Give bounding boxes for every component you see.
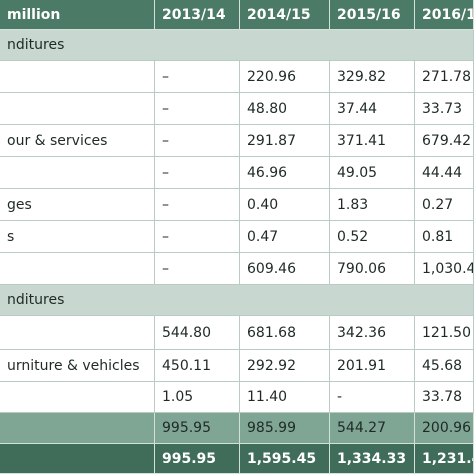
table-cell: - xyxy=(330,382,415,413)
table-cell: 49.05 xyxy=(330,157,415,189)
table-cell: 11.40 xyxy=(240,382,330,413)
table-cell: – xyxy=(155,157,240,189)
table-cell xyxy=(0,413,155,444)
table-cell: 121.50 xyxy=(415,316,474,350)
table-cell: 995.95 xyxy=(155,444,240,474)
table-cell: 220.96 xyxy=(240,61,330,93)
table-cell xyxy=(0,444,155,474)
table-cell: 46.96 xyxy=(240,157,330,189)
table-cell: ges xyxy=(0,189,155,221)
header-cell: 2015/16 xyxy=(330,0,415,30)
table-cell: 0.27 xyxy=(415,189,474,221)
table-cell: 37.44 xyxy=(330,93,415,125)
table-cell: 544.80 xyxy=(155,316,240,350)
table-cell: 200.96 xyxy=(415,413,474,444)
table-cell: – xyxy=(155,61,240,93)
table-cell: 329.82 xyxy=(330,61,415,93)
table-cell: our & services xyxy=(0,125,155,157)
table-cell: 44.44 xyxy=(415,157,474,189)
table-cell: 201.91 xyxy=(330,350,415,382)
table-cell: 679.42 xyxy=(415,125,474,157)
table-cell: s xyxy=(0,221,155,253)
table-cell: 0.47 xyxy=(240,221,330,253)
table-cell: 33.73 xyxy=(415,93,474,125)
table-cell xyxy=(0,93,155,125)
table-cell: – xyxy=(155,253,240,285)
table-cell: 48.80 xyxy=(240,93,330,125)
section-row: nditures xyxy=(0,30,474,61)
header-cell: million xyxy=(0,0,155,30)
table-cell: 0.52 xyxy=(330,221,415,253)
header-cell: 2016/1 xyxy=(415,0,474,30)
table-cell: 1.05 xyxy=(155,382,240,413)
table-cell: 292.92 xyxy=(240,350,330,382)
table-cell: – xyxy=(155,93,240,125)
table-cell xyxy=(0,61,155,93)
table-cell: 1,030.4 xyxy=(415,253,474,285)
table-cell: 1,231.4 xyxy=(415,444,474,474)
table-cell: 33.78 xyxy=(415,382,474,413)
table-cell: 1,334.33 xyxy=(330,444,415,474)
table-cell: 681.68 xyxy=(240,316,330,350)
section-row: nditures xyxy=(0,285,474,316)
table-cell xyxy=(0,382,155,413)
table-cell: 1,595.45 xyxy=(240,444,330,474)
table-cell: 450.11 xyxy=(155,350,240,382)
table-cell: – xyxy=(155,221,240,253)
table-cell xyxy=(0,316,155,350)
header-cell: 2013/14 xyxy=(155,0,240,30)
table-cell: 609.46 xyxy=(240,253,330,285)
table-cell: – xyxy=(155,125,240,157)
table-cell: 995.95 xyxy=(155,413,240,444)
table-cell: 342.36 xyxy=(330,316,415,350)
table-cell: 291.87 xyxy=(240,125,330,157)
table-cell: 371.41 xyxy=(330,125,415,157)
table-cell: 45.68 xyxy=(415,350,474,382)
table-cell: 1.83 xyxy=(330,189,415,221)
table-cell: 544.27 xyxy=(330,413,415,444)
table-cell xyxy=(0,253,155,285)
table-cell: 790.06 xyxy=(330,253,415,285)
header-cell: 2014/15 xyxy=(240,0,330,30)
table-cell: 0.81 xyxy=(415,221,474,253)
table-cell: 985.99 xyxy=(240,413,330,444)
table-cell xyxy=(0,157,155,189)
table-cell: 0.40 xyxy=(240,189,330,221)
table-cell: – xyxy=(155,189,240,221)
table-cell: urniture & vehicles xyxy=(0,350,155,382)
table-cell: 271.78 xyxy=(415,61,474,93)
